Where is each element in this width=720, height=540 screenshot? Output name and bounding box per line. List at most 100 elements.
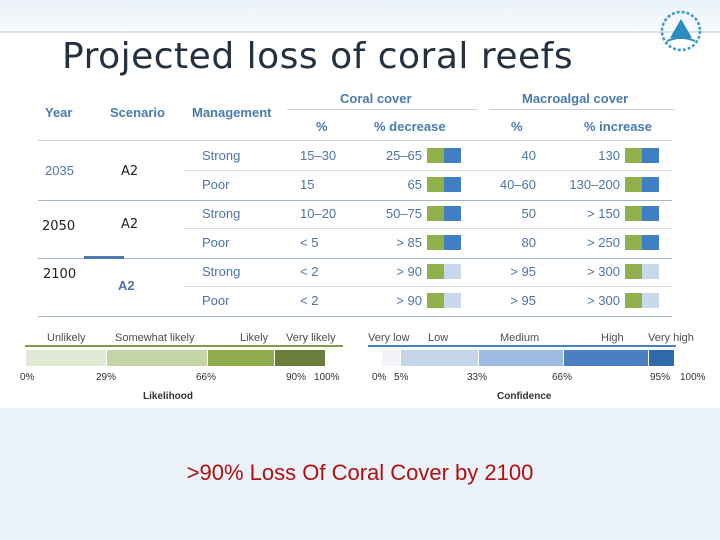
confidence-band-very-high (649, 350, 674, 366)
likelihood-square (625, 206, 642, 221)
likelihood-band-likely (208, 350, 274, 366)
confidence-label-low: Low (428, 332, 449, 344)
confidence-tick-0: 0% (372, 372, 387, 383)
confidence-square (642, 206, 659, 221)
likelihood-tick-100: 100% (314, 372, 340, 383)
headline: >90% Loss Of Coral Cover by 2100 (186, 460, 534, 485)
confidence-tick-100: 100% (680, 372, 706, 383)
coral-logo-icon (660, 10, 702, 52)
likelihood-tick-66: 66% (196, 372, 217, 383)
top-band (0, 0, 720, 30)
management-cell: Poor (202, 293, 230, 308)
likelihood-tick-90: 90% (286, 372, 307, 383)
coral-pct-cell: 15 (300, 177, 315, 192)
confidence-square (444, 235, 461, 250)
confidence-tick-66: 66% (552, 372, 573, 383)
likelihood-rule (25, 345, 343, 347)
confidence-square (444, 206, 461, 221)
macro-increase-cell: > 300 (587, 264, 620, 279)
macro-increase-cell: 130 (598, 148, 620, 163)
header-coral-pct: % (316, 119, 328, 134)
coral-decrease-cell: 25–65 (385, 148, 422, 163)
coral-pct-cell: < 2 (300, 264, 319, 279)
confidence-label-very-low: Very low (368, 332, 410, 344)
header-macro-increase: % increase (584, 119, 652, 134)
scenario-label-1: A2 (121, 164, 139, 179)
likelihood-band-very-likely (275, 350, 325, 366)
likelihood-square (427, 293, 444, 308)
likelihood-square (625, 293, 642, 308)
confidence-square (642, 264, 659, 279)
row-divider (38, 258, 672, 259)
likelihood-square (427, 206, 444, 221)
likelihood-band-somewhat-likely (107, 350, 207, 366)
row-divider (38, 316, 672, 317)
likelihood-square (625, 148, 642, 163)
confidence-square (642, 293, 659, 308)
confidence-band-medium (479, 350, 563, 366)
confidence-label-very-high: Very high (648, 332, 694, 344)
likelihood-label-likely: Likely (240, 332, 269, 344)
row-divider (184, 228, 672, 229)
macro-pct-cell: 80 (521, 235, 536, 250)
confidence-band-very-low (382, 350, 400, 366)
likelihood-square (625, 235, 642, 250)
likelihood-square (625, 264, 642, 279)
header-macro-pct: % (511, 119, 523, 134)
macro-pct-cell: > 95 (510, 264, 536, 279)
year-label-2050: 2050 (42, 219, 76, 234)
likelihood-label-very-likely: Very likely (286, 332, 336, 344)
management-cell: Poor (202, 177, 230, 192)
management-cell: Strong (202, 264, 241, 279)
coral-pct-cell: < 5 (300, 235, 319, 250)
macro-increase-cell: > 250 (587, 235, 620, 250)
confidence-label-medium: Medium (500, 332, 540, 344)
macro-pct-cell: 40 (521, 148, 536, 163)
likelihood-tick-0: 0% (20, 372, 35, 383)
confidence-square (444, 177, 461, 192)
header-management: Management (192, 105, 272, 120)
confidence-label-high: High (601, 332, 624, 344)
coral-pct-cell: 10–20 (300, 206, 337, 221)
page-title: Projected loss of coral reefs (62, 36, 574, 77)
coral-decrease-cell: > 90 (396, 293, 422, 308)
confidence-caption: Confidence (497, 391, 552, 402)
coral-decrease-cell: > 85 (396, 235, 422, 250)
likelihood-label-unlikely: Unlikely (47, 332, 86, 344)
macro-pct-cell: 40–60 (499, 177, 536, 192)
header-bottom-rule (38, 140, 672, 141)
likelihood-square (427, 177, 444, 192)
coral-header-rule (287, 109, 477, 110)
macro-pct-cell: 50 (521, 206, 536, 221)
macro-increase-cell: > 300 (587, 293, 620, 308)
top-divider (0, 31, 720, 33)
likelihood-tick-29: 29% (96, 372, 117, 383)
likelihood-square (625, 177, 642, 192)
coral-decrease-cell: 50–75 (385, 206, 422, 221)
confidence-tick-95: 95% (650, 372, 671, 383)
coral-decrease-cell: > 90 (396, 264, 422, 279)
management-cell: Strong (202, 148, 241, 163)
year-label-2100: 2100 (43, 267, 77, 282)
confidence-square (642, 148, 659, 163)
header-coral-decrease: % decrease (374, 119, 446, 134)
table-header: Year Scenario Management Coral cover Mac… (38, 85, 678, 145)
confidence-band-high (564, 350, 648, 366)
header-scenario: Scenario (110, 105, 165, 120)
macro-increase-cell: 130–200 (569, 177, 620, 192)
row-divider (38, 200, 672, 201)
management-cell: Poor (202, 235, 230, 250)
likelihood-label-somewhat-likely: Somewhat likely (115, 332, 195, 344)
coral-decrease-cell: 65 (407, 177, 422, 192)
likelihood-caption: Likelihood (143, 391, 193, 402)
likelihood-band-unlikely (26, 350, 106, 366)
row-divider (184, 286, 672, 287)
header-coral-cover: Coral cover (340, 91, 412, 106)
year-2035: 2035 (45, 163, 74, 178)
scenario-accent (84, 256, 124, 259)
likelihood-square (427, 148, 444, 163)
confidence-rule (368, 345, 676, 347)
likelihood-square (427, 235, 444, 250)
header-macroalgal-cover: Macroalgal cover (522, 91, 629, 106)
scenario-label-2: A2 (121, 217, 139, 232)
